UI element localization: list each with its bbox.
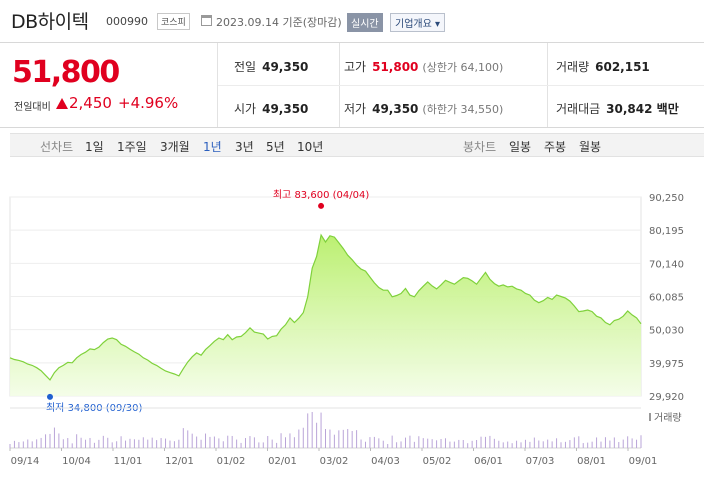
- y-tick-label: 70,140: [649, 259, 684, 270]
- stat-volume: 거래량 602,151: [556, 60, 650, 74]
- realtime-button[interactable]: 실시간: [347, 13, 383, 32]
- company-info-dropdown[interactable]: 기업개요 ▾: [390, 13, 445, 32]
- stat-low: 저가 49,350 (하한가 34,550): [344, 102, 504, 116]
- y-tick-label: 39,975: [649, 359, 684, 370]
- stat-prev-close: 전일 49,350: [234, 60, 309, 74]
- period-5y[interactable]: 5년: [266, 140, 285, 154]
- up-triangle-icon: [56, 98, 68, 109]
- current-price: 51,800: [12, 55, 120, 90]
- price-chart-svg: 90,250 80,195 70,140 60,085 50,030 39,975 29,9…: [9, 189, 684, 467]
- high-annotation: 최고 83,600 (04/04): [273, 189, 369, 201]
- period-1d[interactable]: 1일: [85, 140, 104, 154]
- x-tick-label: 10/04: [62, 456, 91, 467]
- x-tick-label: 08/01: [577, 456, 606, 467]
- price-change-percent: +4.96%: [118, 94, 179, 112]
- stat-open: 시가 49,350: [234, 102, 309, 116]
- candle-chart-label: 봉차트: [463, 140, 497, 154]
- x-tick-label: 01/02: [217, 456, 246, 467]
- candle-weekly[interactable]: 주봉: [544, 140, 567, 154]
- market-badge: 코스피: [157, 13, 190, 30]
- low-marker: [46, 393, 53, 400]
- change-label: 전일대비: [14, 102, 51, 113]
- candle-daily[interactable]: 일봉: [509, 140, 532, 154]
- period-1y[interactable]: 1년: [203, 140, 222, 154]
- x-tick-label: 05/02: [423, 456, 452, 467]
- price-chart: 90,250 80,195 70,140 60,085 50,030 39,975 29,9…: [0, 160, 704, 477]
- x-tick-label: 12/01: [165, 456, 194, 467]
- period-selector: 선차트 1일 1주일 3개월 1년 3년 5년 10년 봉차트 일봉 주봉 월봉: [10, 133, 704, 157]
- high-marker: [318, 202, 325, 209]
- stat-high: 고가 51,800 (상한가 64,100): [344, 60, 504, 74]
- x-tick-label: 06/01: [474, 456, 503, 467]
- current-price-area: 51,800 전일대비 2,450 +4.96%: [0, 43, 218, 127]
- x-tick-label: 09/01: [629, 456, 658, 467]
- stat-trade-amount: 거래대금 30,842 백만: [556, 102, 679, 116]
- y-tick-label: 29,920: [649, 392, 684, 403]
- line-chart-label: 선차트: [40, 140, 74, 154]
- x-tick-label: 11/01: [114, 456, 143, 467]
- period-3y[interactable]: 3년: [235, 140, 254, 154]
- price-area: [10, 235, 641, 396]
- stock-header: DB하이텍 000990 코스피 2023.09.14 기준(장마감) 실시간 …: [0, 0, 704, 42]
- period-3m[interactable]: 3개월: [160, 140, 190, 154]
- y-tick-label: 80,195: [649, 226, 684, 237]
- x-tick-label: 07/03: [526, 456, 555, 467]
- period-1w[interactable]: 1주일: [117, 140, 147, 154]
- as-of-date: 2023.09.14 기준(장마감): [216, 16, 342, 29]
- volume-label: 거래량: [654, 412, 682, 424]
- y-tick-label: 60,085: [649, 293, 684, 304]
- volume-legend-mark: [649, 413, 651, 421]
- stock-code: 000990: [106, 15, 148, 28]
- stock-name: DB하이텍: [11, 11, 89, 33]
- price-line: [9, 233, 642, 381]
- period-10y[interactable]: 10년: [297, 140, 324, 154]
- calendar-icon: [201, 15, 212, 26]
- price-panel: 51,800 전일대비 2,450 +4.96% 전일 49,350 고가 51,8…: [0, 42, 704, 128]
- y-tick-label: 90,250: [649, 193, 684, 204]
- price-change: 2,450: [69, 94, 112, 112]
- divider: [218, 85, 704, 86]
- candle-monthly[interactable]: 월봉: [579, 140, 602, 154]
- x-tick-label: 02/01: [268, 456, 297, 467]
- x-tick-label: 04/03: [371, 456, 400, 467]
- y-tick-label: 50,030: [649, 326, 684, 337]
- x-tick-label: 03/02: [320, 456, 349, 467]
- x-tick-label: 09/14: [11, 456, 40, 467]
